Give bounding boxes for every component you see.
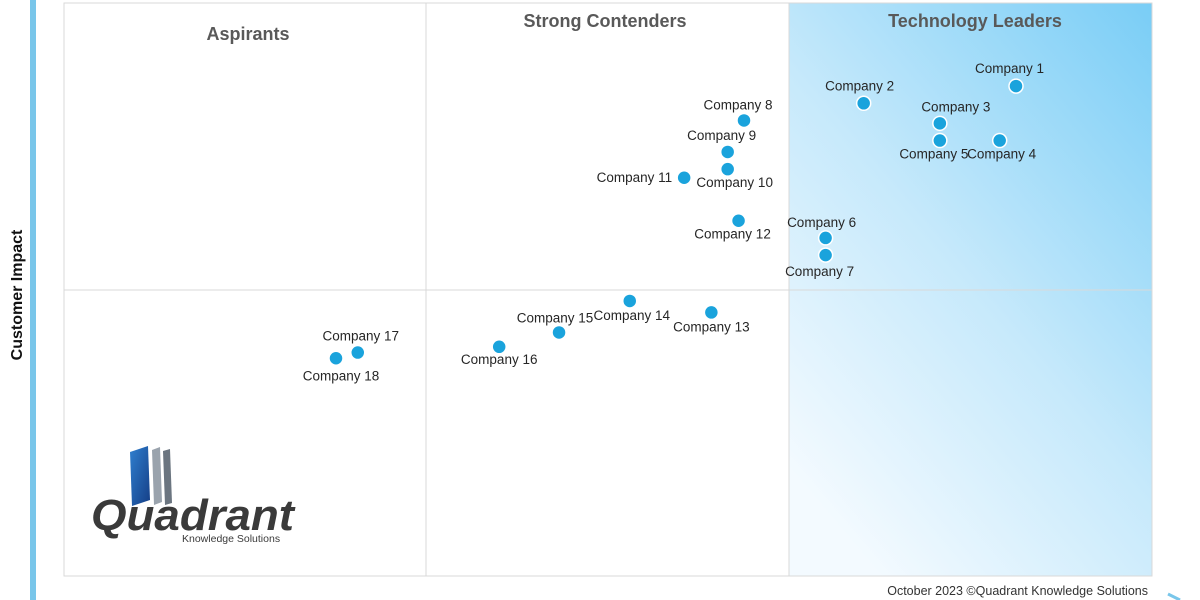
quadrant-title-strong-contenders: Strong Contenders xyxy=(523,11,686,31)
point-marker xyxy=(991,132,1008,149)
point-marker xyxy=(350,344,366,361)
point-marker xyxy=(703,304,720,321)
data-point: Company 17 xyxy=(322,329,399,361)
point-label: Company 2 xyxy=(825,78,894,93)
point-label: Company 8 xyxy=(703,97,772,112)
point-label: Company 13 xyxy=(673,319,750,334)
data-point: Company 15 xyxy=(517,310,594,341)
quadrant-title-technology-leaders: Technology Leaders xyxy=(888,11,1062,31)
data-point: Company 10 xyxy=(696,161,773,190)
data-point: Company 4 xyxy=(967,132,1037,162)
point-marker xyxy=(719,144,736,160)
point-label: Company 14 xyxy=(593,308,670,323)
point-label: Company 4 xyxy=(967,147,1037,162)
point-marker xyxy=(736,112,752,129)
data-point: Company 12 xyxy=(694,212,771,242)
point-label: Company 7 xyxy=(785,264,854,279)
point-marker xyxy=(328,350,344,367)
point-marker xyxy=(676,170,692,186)
data-point: Company 3 xyxy=(921,99,990,132)
point-label: Company 6 xyxy=(787,215,856,230)
point-label: Company 16 xyxy=(461,352,538,367)
point-marker xyxy=(817,247,834,263)
data-point: Company 9 xyxy=(687,128,756,160)
logo-wordmark: Quadrant xyxy=(91,491,296,540)
data-point: Company 6 xyxy=(787,215,856,246)
data-point: Company 14 xyxy=(593,293,671,323)
point-marker xyxy=(719,161,736,177)
point-label: Company 11 xyxy=(597,170,673,185)
point-label: Company 3 xyxy=(921,99,990,114)
point-marker xyxy=(622,293,638,309)
point-label: Company 17 xyxy=(322,329,399,344)
data-point: Company 5 xyxy=(899,132,968,162)
point-marker xyxy=(491,339,507,355)
data-point: Company 11 xyxy=(597,170,692,186)
point-marker xyxy=(1008,78,1024,94)
corner-arrow-icon xyxy=(1167,592,1181,600)
data-point: Company 7 xyxy=(785,247,854,279)
point-label: Company 18 xyxy=(303,368,380,383)
point-label: Company 5 xyxy=(899,147,968,162)
point-label: Company 12 xyxy=(694,227,771,242)
point-label: Company 10 xyxy=(696,175,773,190)
y-axis-title: Customer Impact xyxy=(9,229,26,360)
data-point: Company 18 xyxy=(303,350,380,383)
data-point: Company 1 xyxy=(975,61,1044,94)
point-label: Company 1 xyxy=(975,61,1044,76)
data-point: Company 8 xyxy=(703,97,773,129)
point-marker xyxy=(730,212,747,229)
point-marker xyxy=(932,115,948,132)
copyright-footer: October 2023 ©Quadrant Knowledge Solutio… xyxy=(887,584,1148,598)
logo-tagline: Knowledge Solutions xyxy=(182,533,280,545)
point-label: Company 15 xyxy=(517,310,594,325)
quadrant-grid xyxy=(63,2,1153,577)
point-marker xyxy=(855,95,872,112)
quadrant-title-aspirants: Aspirants xyxy=(206,24,289,44)
y-axis-bar xyxy=(30,0,36,600)
quadrant-logo: Quadrant Knowledge Solutions xyxy=(91,446,296,545)
point-label: Company 9 xyxy=(687,128,756,143)
book-logo-icon xyxy=(130,446,172,506)
point-marker xyxy=(817,230,834,246)
point-marker xyxy=(932,132,948,149)
data-point: Company 16 xyxy=(461,339,538,367)
data-point: Company 13 xyxy=(673,304,750,334)
point-marker xyxy=(551,324,567,341)
data-point: Company 2 xyxy=(825,78,894,112)
